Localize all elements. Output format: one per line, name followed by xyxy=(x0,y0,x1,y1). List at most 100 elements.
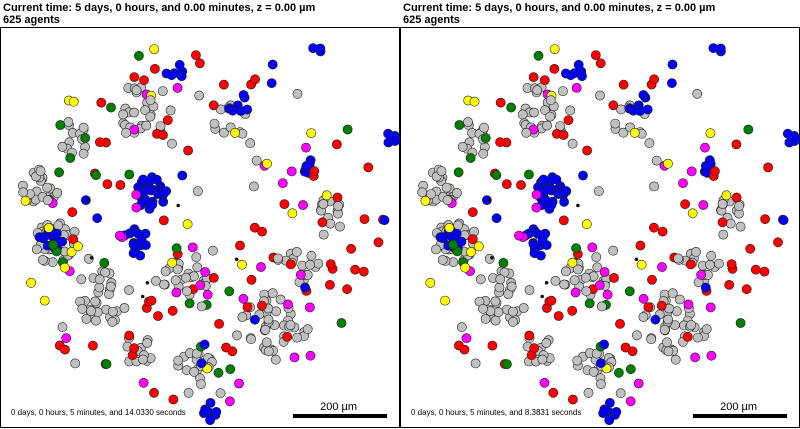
black-agent-cell xyxy=(176,203,180,208)
scale-bar-label: 200 µm xyxy=(320,401,357,413)
gray-agent-cell xyxy=(692,332,703,343)
gray-agent-cell xyxy=(524,285,535,295)
red-agent-cell xyxy=(459,344,470,355)
gray-agent-cell xyxy=(691,246,701,257)
red-agent-cell xyxy=(724,279,735,290)
gray-agent-cell xyxy=(588,366,599,377)
red-agent-cell xyxy=(620,342,631,353)
black-agent-cell xyxy=(490,256,494,260)
blue-agent-cell xyxy=(538,174,549,185)
gray-agent-cell xyxy=(595,90,605,101)
magenta-agent-cell xyxy=(171,287,182,298)
red-agent-cell xyxy=(257,226,267,237)
blue-agent-cell xyxy=(227,105,238,116)
gray-agent-cell xyxy=(180,272,191,283)
gray-agent-cell xyxy=(457,141,468,152)
red-agent-cell xyxy=(590,50,601,60)
green-agent-cell xyxy=(448,239,459,250)
gray-agent-cell xyxy=(615,388,626,399)
gray-agent-cell xyxy=(591,252,602,263)
red-agent-cell xyxy=(250,74,260,85)
red-agent-cell xyxy=(553,311,564,321)
gray-agent-cell xyxy=(560,266,571,277)
gray-agent-cell xyxy=(572,355,583,366)
gray-agent-cell xyxy=(431,244,441,255)
magenta-agent-cell xyxy=(131,189,142,200)
yellow-agent-cell xyxy=(425,277,436,288)
blue-agent-cell xyxy=(154,188,165,199)
agent-count-label: 625 agents xyxy=(403,14,460,26)
gray-agent-cell xyxy=(541,338,552,348)
yellow-agent-cell xyxy=(59,262,70,273)
gray-agent-cell xyxy=(493,307,504,318)
magenta-agent-cell xyxy=(283,299,293,310)
magenta-agent-cell xyxy=(289,352,300,363)
gray-agent-cell xyxy=(305,259,315,270)
red-agent-cell xyxy=(214,318,224,329)
gray-agent-cell xyxy=(52,187,63,198)
red-agent-cell xyxy=(115,180,126,190)
gray-agent-cell xyxy=(292,332,302,343)
yellow-agent-cell xyxy=(68,96,79,107)
black-agent-cell xyxy=(487,197,491,202)
current-time-label: Current time: 5 days, 0 hours, and 0.00 … xyxy=(403,2,716,14)
blue-agent-cell xyxy=(599,339,609,350)
green-agent-cell xyxy=(48,239,58,250)
gray-agent-cell xyxy=(267,288,278,299)
red-agent-cell xyxy=(246,274,257,285)
gray-agent-cell xyxy=(105,281,116,292)
gray-agent-cell xyxy=(207,245,218,256)
gray-agent-cell xyxy=(670,354,681,365)
magenta-agent-cell xyxy=(657,262,667,272)
gray-agent-cell xyxy=(532,85,543,96)
yellow-agent-cell xyxy=(687,208,698,219)
gray-agent-cell xyxy=(573,264,583,275)
red-agent-cell xyxy=(358,266,369,277)
blue-agent-cell xyxy=(301,160,312,171)
gray-agent-cell xyxy=(596,301,607,312)
gray-agent-cell xyxy=(142,338,152,348)
yellow-agent-cell xyxy=(549,44,560,54)
green-agent-cell xyxy=(584,298,595,309)
red-agent-cell xyxy=(582,145,592,156)
red-agent-cell xyxy=(563,115,574,126)
blue-agent-cell xyxy=(267,59,278,70)
magenta-agent-cell xyxy=(625,396,636,407)
gray-agent-cell xyxy=(263,314,274,325)
magenta-agent-cell xyxy=(138,377,149,388)
magenta-agent-cell xyxy=(172,83,183,93)
magenta-agent-cell xyxy=(195,280,206,291)
red-agent-cell xyxy=(256,300,267,311)
gray-agent-cell xyxy=(91,315,101,326)
red-agent-cell xyxy=(218,79,229,90)
gray-agent-cell xyxy=(215,388,226,399)
gray-agent-cell xyxy=(121,127,131,138)
gray-agent-cell xyxy=(285,320,296,330)
red-agent-cell xyxy=(194,58,205,69)
gray-agent-cell xyxy=(663,346,674,357)
gray-agent-cell xyxy=(194,90,205,101)
red-agent-cell xyxy=(567,394,578,405)
gray-agent-cell xyxy=(559,279,570,290)
red-agent-cell xyxy=(373,237,384,248)
gray-agent-cell xyxy=(275,294,286,305)
gray-agent-cell xyxy=(270,354,281,365)
red-agent-cell xyxy=(359,214,370,224)
magenta-agent-cell xyxy=(587,242,598,253)
gray-agent-cell xyxy=(261,337,272,348)
blue-agent-cell xyxy=(238,90,249,100)
yellow-agent-cell xyxy=(287,208,298,219)
blue-agent-cell xyxy=(177,170,188,181)
magenta-agent-cell xyxy=(602,289,613,300)
red-agent-cell xyxy=(558,130,569,140)
gray-agent-cell xyxy=(646,334,657,345)
red-agent-cell xyxy=(221,342,231,353)
yellow-agent-cell xyxy=(149,44,160,54)
red-agent-cell xyxy=(731,192,742,203)
gray-agent-cell xyxy=(107,316,118,327)
gray-agent-cell xyxy=(138,354,148,365)
red-agent-cell xyxy=(529,343,540,354)
black-agent-cell xyxy=(634,257,639,262)
black-agent-cell xyxy=(576,203,580,208)
